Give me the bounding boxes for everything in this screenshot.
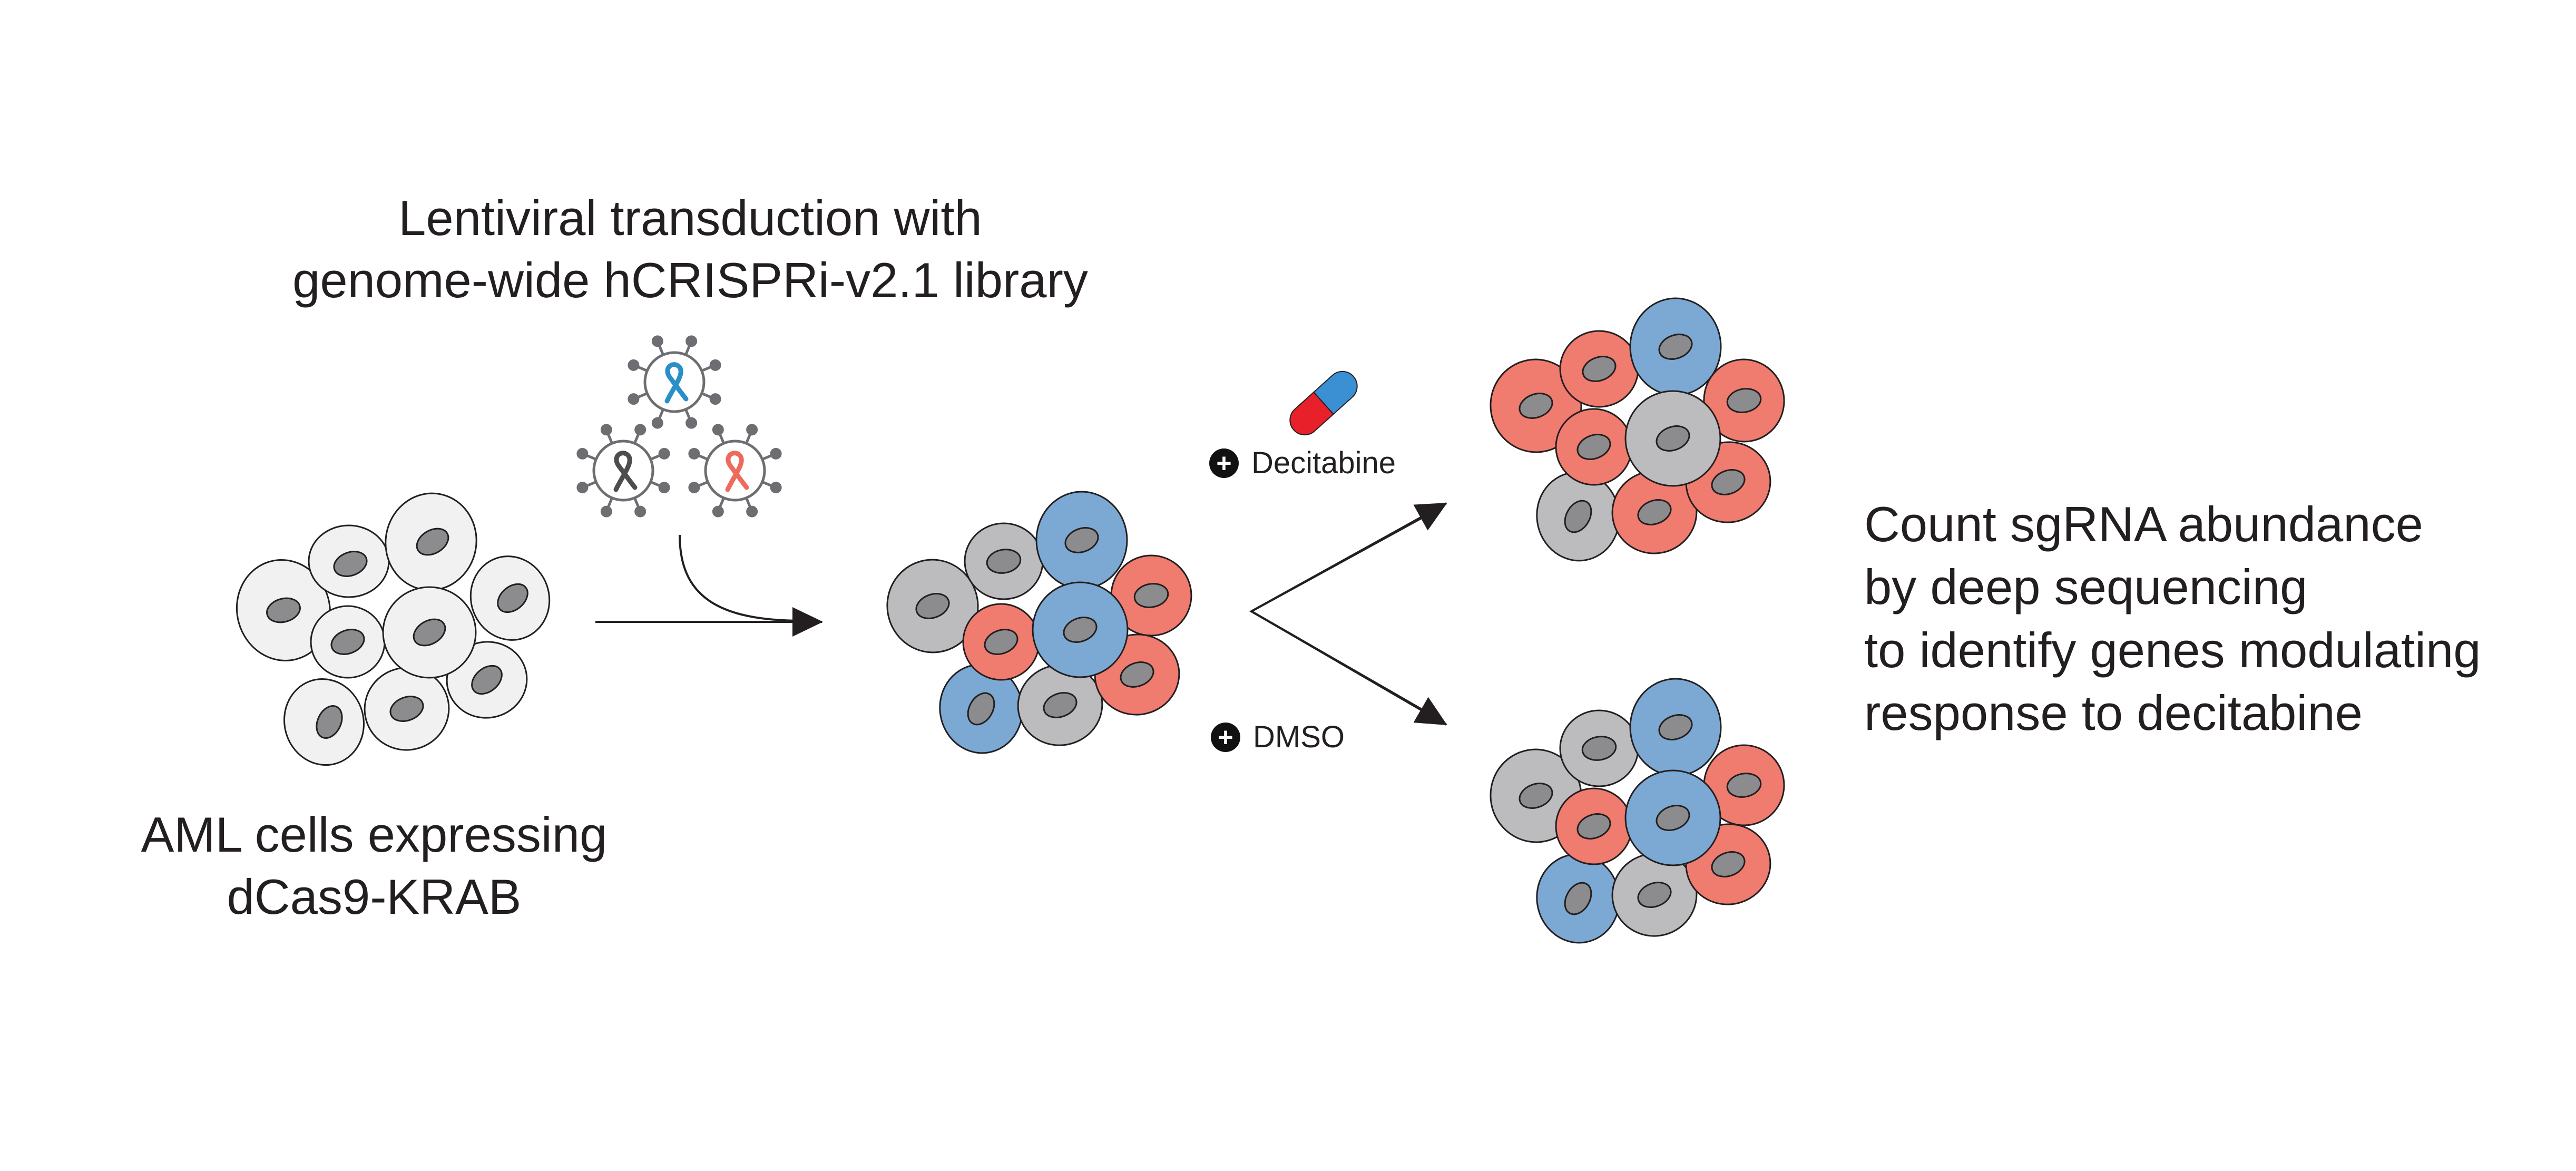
title-line-1: Lentiviral transduction with: [398, 190, 982, 246]
readout-text: Count sgRNA abundance by deep sequencing…: [1864, 493, 2481, 745]
lentivirus-group: [576, 335, 782, 518]
nucleus: [1656, 805, 1690, 831]
virus-entry-arrow: [679, 534, 804, 622]
nucleus: [1711, 851, 1746, 877]
nucleus: [1120, 661, 1154, 688]
gray-cell: [1536, 471, 1620, 562]
blue-cell: [1629, 297, 1722, 396]
plus-icon: +: [1211, 722, 1240, 752]
nucleus: [1726, 388, 1762, 413]
split-arrow-lines: [1249, 505, 1444, 723]
cell: [283, 678, 365, 766]
red-cell: [1555, 787, 1633, 865]
nucleus: [1564, 500, 1592, 533]
drug-pill-icon: [1289, 370, 1358, 436]
rna-ribbon-icon: [664, 362, 689, 404]
cell: [382, 586, 477, 679]
rna-ribbon-icon: [725, 451, 749, 492]
cell: [310, 605, 386, 679]
transduction-title: Lentiviral transduction with genome-wide…: [269, 187, 1112, 312]
lentivirus-red: [688, 424, 782, 518]
readout-line-3: to identify genes modulating: [1864, 622, 2481, 678]
red-cell: [1559, 330, 1639, 408]
cell: [308, 524, 390, 598]
blue-cell: [1629, 678, 1722, 777]
cell: [364, 667, 450, 751]
nucleus: [1063, 617, 1098, 643]
lentivirus-blue: [628, 335, 721, 429]
cell: [469, 555, 551, 641]
nucleus: [1582, 356, 1617, 382]
dmso-condition: + DMSO: [1211, 719, 1345, 755]
nucleus: [1581, 736, 1617, 761]
cell: [446, 641, 528, 719]
gray-cell: [886, 559, 979, 653]
nucleus: [1564, 882, 1592, 915]
readout-line-4: response to decitabine: [1864, 685, 2363, 741]
nucleus: [471, 665, 503, 695]
transduced-cell-cluster: [886, 491, 1192, 754]
decitabine-label: Decitabine: [1251, 446, 1396, 480]
nucleus: [266, 597, 301, 623]
title-line-2: genome-wide hCRISPRi-v2.1 library: [292, 252, 1088, 308]
nucleus: [316, 705, 343, 739]
nucleus: [333, 551, 368, 577]
decitabine-cell-cluster: [1490, 297, 1785, 562]
nucleus: [389, 696, 424, 722]
red-cell: [1110, 554, 1192, 637]
gray-cell: [1611, 853, 1698, 937]
nucleus: [1711, 469, 1746, 495]
nucleus: [986, 549, 1022, 574]
red-cell: [1703, 358, 1785, 443]
nucleus: [1658, 334, 1693, 360]
nucleus: [1519, 393, 1553, 419]
readout-line-2: by deep sequencing: [1864, 559, 2308, 615]
aml-label-line-2: dCas9-KRAB: [227, 869, 522, 925]
red-cell: [1490, 358, 1582, 453]
dmso-arrow: [1250, 610, 1447, 726]
nucleus: [984, 629, 1018, 655]
cell: [236, 559, 331, 661]
aml-cell-cluster: [236, 492, 551, 766]
dmso-cell-cluster: [1490, 678, 1785, 944]
nucleus: [1637, 499, 1672, 525]
nucleus: [1064, 527, 1099, 553]
nucleus: [1637, 882, 1672, 908]
nucleus: [330, 629, 365, 655]
gray-cell: [1624, 390, 1721, 487]
plus-icon: +: [1209, 448, 1239, 478]
readout-line-1: Count sgRNA abundance: [1864, 496, 2423, 552]
aml-label-line-1: AML cells expressing: [141, 807, 608, 862]
cell: [385, 492, 477, 591]
aml-cells-label: AML cells expressing dCas9-KRAB: [79, 804, 669, 929]
nucleus: [1658, 714, 1693, 740]
nucleus: [1576, 813, 1611, 840]
red-cell: [1703, 744, 1785, 826]
dmso-label: DMSO: [1253, 720, 1345, 754]
gray-cell: [1559, 709, 1639, 787]
nucleus: [1656, 425, 1690, 452]
nucleus: [497, 583, 528, 613]
nucleus: [413, 618, 446, 647]
blue-cell: [1624, 769, 1721, 866]
nucleus: [915, 593, 950, 619]
red-cell: [1611, 470, 1698, 554]
gray-cell: [964, 522, 1044, 600]
blue-cell: [1032, 581, 1129, 678]
red-cell: [962, 603, 1040, 681]
nucleus: [1519, 783, 1553, 809]
nucleus: [1726, 773, 1762, 798]
nucleus: [1043, 692, 1078, 718]
red-cell: [1555, 408, 1633, 486]
rna-ribbon-icon: [613, 451, 638, 492]
nucleus: [1133, 583, 1169, 608]
decitabine-arrow: [1251, 502, 1447, 612]
decitabine-condition: + Decitabine: [1209, 445, 1396, 481]
lentivirus-gray: [576, 424, 670, 518]
nucleus: [416, 528, 449, 556]
blue-cell: [1035, 491, 1128, 590]
nucleus: [1576, 434, 1611, 460]
nucleus: [967, 692, 995, 726]
